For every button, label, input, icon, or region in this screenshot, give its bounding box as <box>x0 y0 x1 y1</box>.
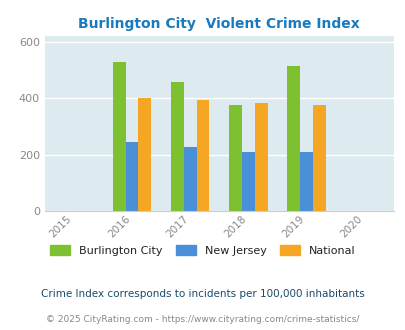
Bar <box>287 66 299 211</box>
Legend: Burlington City, New Jersey, National: Burlington City, New Jersey, National <box>46 241 359 260</box>
Bar <box>113 62 125 211</box>
Bar <box>171 82 183 211</box>
Bar <box>228 105 241 211</box>
Text: © 2025 CityRating.com - https://www.cityrating.com/crime-statistics/: © 2025 CityRating.com - https://www.city… <box>46 315 359 324</box>
Bar <box>254 103 267 211</box>
Bar <box>125 142 138 211</box>
Title: Burlington City  Violent Crime Index: Burlington City Violent Crime Index <box>78 17 359 31</box>
Bar <box>196 100 209 211</box>
Bar <box>241 152 254 211</box>
Text: Crime Index corresponds to incidents per 100,000 inhabitants: Crime Index corresponds to incidents per… <box>41 289 364 299</box>
Bar <box>299 152 312 211</box>
Bar <box>312 105 325 211</box>
Bar <box>183 147 196 211</box>
Bar <box>138 98 151 211</box>
